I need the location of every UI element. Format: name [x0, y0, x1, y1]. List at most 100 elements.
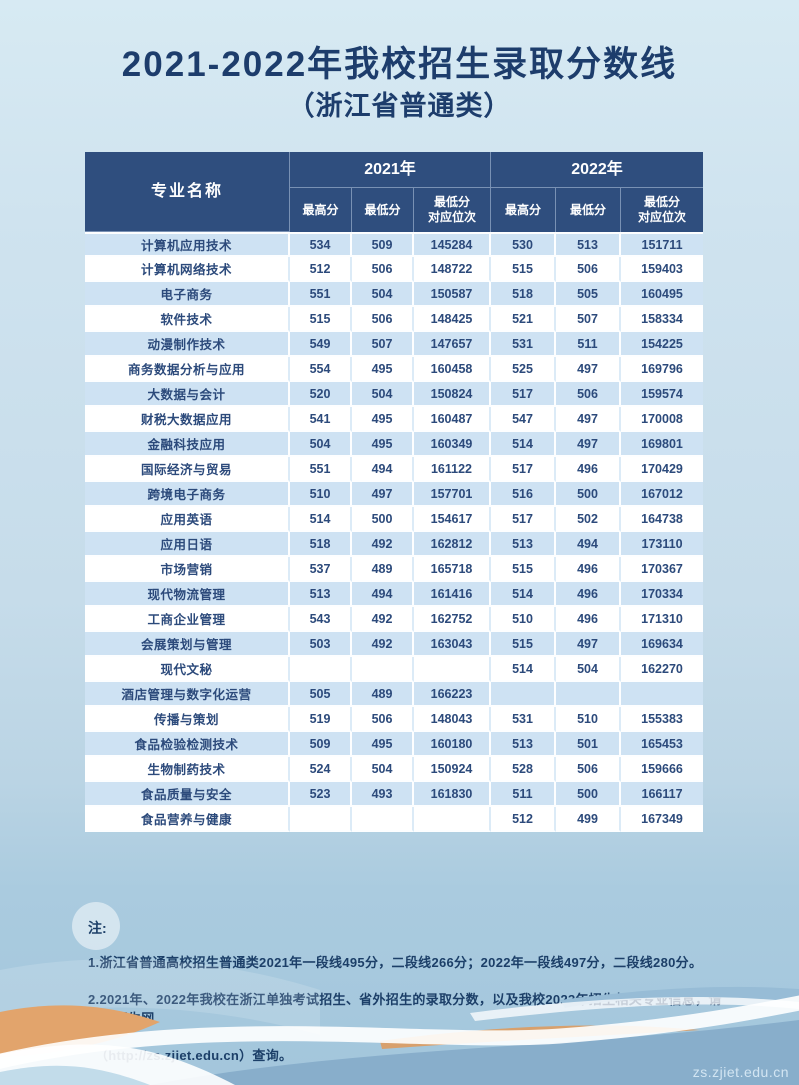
score-cell: 517 [491, 457, 557, 482]
wave-decoration [0, 959, 799, 1085]
rank-cell: 148043 [414, 707, 492, 732]
table-row: 食品质量与安全 523 493 161830 511 500 166117 [85, 782, 704, 807]
score-cell: 495 [352, 357, 414, 382]
score-cell: 505 [290, 682, 352, 707]
score-cell: 517 [491, 382, 557, 407]
score-cell: 511 [556, 332, 622, 357]
score-cell: 504 [556, 657, 622, 682]
score-cell: 494 [556, 532, 622, 557]
score-cell: 517 [491, 507, 557, 532]
rank-cell: 166223 [414, 682, 492, 707]
score-cell: 509 [290, 732, 352, 757]
major-cell: 金融科技应用 [85, 432, 290, 457]
score-cell: 495 [352, 407, 414, 432]
table-body: 计算机应用技术 534 509 145284 530 513 151711 计算… [85, 232, 704, 832]
rank-cell: 169634 [621, 632, 704, 657]
score-cell: 528 [491, 757, 557, 782]
rank-cell: 158334 [621, 307, 704, 332]
score-cell: 521 [491, 307, 557, 332]
score-cell [290, 657, 352, 682]
table-row: 软件技术 515 506 148425 521 507 158334 [85, 307, 704, 332]
score-cell: 507 [556, 307, 622, 332]
score-cell: 504 [352, 757, 414, 782]
score-cell: 492 [352, 532, 414, 557]
score-cell: 495 [352, 432, 414, 457]
score-cell: 494 [352, 582, 414, 607]
rank-cell: 162812 [414, 532, 492, 557]
score-cell: 511 [491, 782, 557, 807]
major-cell: 计算机应用技术 [85, 232, 290, 257]
major-cell: 现代文秘 [85, 657, 290, 682]
score-cell: 497 [556, 407, 622, 432]
page-subtitle: （浙江省普通类） [287, 91, 512, 121]
rank-cell: 170008 [621, 407, 704, 432]
table-row: 计算机应用技术 534 509 145284 530 513 151711 [85, 232, 704, 257]
table-row: 酒店管理与数字化运营 505 489 166223 [85, 682, 704, 707]
table-row: 工商企业管理 543 492 162752 510 496 171310 [85, 607, 704, 632]
score-cell: 496 [556, 607, 622, 632]
score-cell [556, 682, 622, 707]
major-cell: 动漫制作技术 [85, 332, 290, 357]
col-header-2021-rank: 最低分 对应位次 [414, 188, 492, 232]
score-cell: 524 [290, 757, 352, 782]
score-cell: 499 [556, 807, 622, 832]
rank-cell: 151711 [621, 232, 704, 257]
major-cell: 跨境电子商务 [85, 482, 290, 507]
major-cell: 传播与策划 [85, 707, 290, 732]
score-cell: 515 [290, 307, 352, 332]
rank-cell: 162752 [414, 607, 492, 632]
major-cell: 酒店管理与数字化运营 [85, 682, 290, 707]
score-cell: 505 [556, 282, 622, 307]
score-cell: 514 [491, 657, 557, 682]
score-cell: 512 [290, 257, 352, 282]
score-cell: 500 [556, 482, 622, 507]
score-cell: 497 [352, 482, 414, 507]
score-cell: 507 [352, 332, 414, 357]
score-cell: 515 [491, 257, 557, 282]
table-row: 金融科技应用 504 495 160349 514 497 169801 [85, 432, 704, 457]
score-cell: 497 [556, 632, 622, 657]
scores-table-container: 专业名称 2021年 2022年 最高分 最低分 最低分 对应位次 最高分 最低… [85, 152, 704, 832]
score-cell: 489 [352, 557, 414, 582]
rank-cell: 169801 [621, 432, 704, 457]
score-cell [352, 807, 414, 832]
score-cell: 554 [290, 357, 352, 382]
rank-cell: 160487 [414, 407, 492, 432]
score-cell: 501 [556, 732, 622, 757]
score-cell: 514 [491, 432, 557, 457]
score-cell: 504 [352, 382, 414, 407]
score-cell: 516 [491, 482, 557, 507]
score-cell: 502 [556, 507, 622, 532]
score-cell: 543 [290, 607, 352, 632]
score-cell: 519 [290, 707, 352, 732]
score-cell: 506 [556, 757, 622, 782]
major-cell: 市场营销 [85, 557, 290, 582]
rank-cell: 154617 [414, 507, 492, 532]
table-row: 大数据与会计 520 504 150824 517 506 159574 [85, 382, 704, 407]
table-row: 应用日语 518 492 162812 513 494 173110 [85, 532, 704, 557]
major-cell: 现代物流管理 [85, 582, 290, 607]
score-cell: 531 [491, 332, 557, 357]
rank-cell: 159666 [621, 757, 704, 782]
rank-cell [414, 657, 492, 682]
rank-cell: 161416 [414, 582, 492, 607]
scores-table: 专业名称 2021年 2022年 最高分 最低分 最低分 对应位次 最高分 最低… [85, 152, 704, 832]
table-row: 电子商务 551 504 150587 518 505 160495 [85, 282, 704, 307]
score-cell: 492 [352, 632, 414, 657]
rank-cell: 167012 [621, 482, 704, 507]
col-header-2022-max: 最高分 [491, 188, 557, 232]
score-cell: 537 [290, 557, 352, 582]
score-cell: 496 [556, 582, 622, 607]
score-cell: 547 [491, 407, 557, 432]
score-cell: 489 [352, 682, 414, 707]
col-header-2022-min: 最低分 [556, 188, 622, 232]
rank-cell: 161830 [414, 782, 492, 807]
table-row: 跨境电子商务 510 497 157701 516 500 167012 [85, 482, 704, 507]
score-cell: 530 [491, 232, 557, 257]
major-cell: 食品营养与健康 [85, 807, 290, 832]
table-row: 应用英语 514 500 154617 517 502 164738 [85, 507, 704, 532]
major-cell: 电子商务 [85, 282, 290, 307]
rank-cell: 160180 [414, 732, 492, 757]
score-cell: 551 [290, 457, 352, 482]
